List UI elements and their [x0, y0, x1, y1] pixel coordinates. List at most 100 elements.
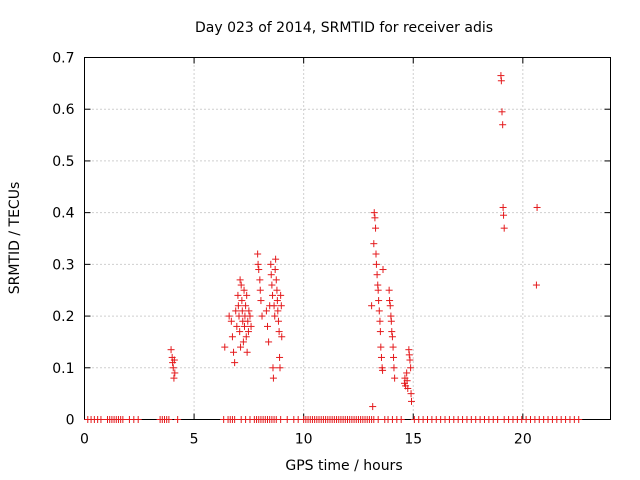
x-tick-label: 0 [80, 432, 89, 448]
data-point [267, 271, 275, 279]
data-point [231, 359, 239, 367]
data-point [254, 260, 262, 268]
data-point [277, 302, 285, 310]
x-tick-label: 20 [514, 432, 532, 448]
plot-frame [84, 57, 611, 420]
data-point [97, 416, 105, 423]
data-point [407, 397, 415, 405]
data-point [238, 307, 246, 315]
data-point [271, 312, 279, 320]
y-tick-label: 0.6 [52, 102, 74, 118]
y-tick-label: 0.2 [52, 309, 74, 325]
data-point [497, 77, 505, 85]
data-point [385, 286, 393, 294]
data-point [273, 297, 281, 305]
data-point [267, 260, 275, 268]
data-point [386, 302, 394, 310]
data-point [500, 224, 508, 232]
data-point [370, 209, 378, 217]
data-point [372, 260, 380, 268]
data-point [272, 276, 280, 284]
data-point [269, 364, 277, 372]
data-point [234, 302, 242, 310]
data-point [257, 297, 265, 305]
data-point [405, 351, 413, 359]
axis-ticks [84, 57, 611, 420]
data-point [372, 224, 380, 232]
chart-title: Day 023 of 2014, SRMTID for receiver adi… [195, 20, 493, 36]
data-point [237, 343, 245, 351]
y-tick-label: 0.4 [52, 206, 74, 222]
data-point [174, 416, 182, 423]
x-tick-labels: 0 5 10 15 20 [80, 432, 532, 448]
data-point [276, 364, 284, 372]
data-point [397, 416, 405, 423]
data-point [387, 317, 395, 325]
data-point [278, 333, 286, 341]
y-tick-label: 0.7 [52, 51, 74, 67]
data-point [255, 266, 263, 274]
data-point [230, 348, 238, 356]
data-point [407, 390, 415, 398]
data-point [235, 312, 243, 320]
data-point [388, 328, 396, 336]
data-point [236, 276, 244, 284]
data-point [242, 333, 250, 341]
data-point [232, 307, 240, 315]
data-point [171, 369, 179, 377]
data-point [273, 286, 281, 294]
data-point [239, 338, 247, 346]
data-point [245, 307, 253, 315]
data-point [227, 317, 235, 325]
data-point [256, 276, 264, 284]
data-point [389, 343, 397, 351]
data-point [499, 203, 507, 211]
data-point [238, 297, 246, 305]
data-point [221, 343, 229, 351]
data-point [498, 108, 506, 116]
x-tick-label: 15 [404, 432, 422, 448]
x-axis-label: GPS time / hours [285, 458, 402, 474]
data-point [494, 416, 502, 423]
data-point [403, 369, 411, 377]
data-point [228, 333, 236, 341]
data-point [375, 307, 383, 315]
data-point [254, 250, 262, 258]
data-point [532, 281, 540, 289]
data-point [269, 374, 277, 382]
data-point [275, 328, 283, 336]
data-point [403, 377, 411, 385]
y-tick-label: 0.3 [52, 257, 74, 273]
data-point [500, 211, 508, 219]
data-point [377, 353, 385, 361]
data-point [371, 214, 379, 222]
data-point [170, 374, 178, 382]
data-point [233, 322, 241, 330]
data-point [272, 255, 280, 263]
data-point [376, 328, 384, 336]
data-point [575, 416, 583, 423]
data-point [386, 297, 394, 305]
data-point [243, 348, 251, 356]
data-point [264, 322, 272, 330]
data-point [377, 343, 385, 351]
data-point [119, 416, 127, 423]
data-point [390, 353, 398, 361]
data-point [374, 416, 382, 423]
grid-lines [84, 57, 611, 420]
data-point [376, 317, 384, 325]
data-point [234, 291, 242, 299]
data-point [242, 302, 250, 310]
data-point [231, 416, 239, 423]
data-point [283, 416, 291, 423]
data-point [271, 266, 279, 274]
data-point [258, 312, 266, 320]
data-point [169, 364, 177, 372]
y-tick-label: 0.5 [52, 154, 74, 170]
data-point [276, 353, 284, 361]
data-point [274, 317, 282, 325]
data-point [374, 286, 382, 294]
data-point [379, 366, 387, 374]
data-point [277, 291, 285, 299]
data-point [170, 356, 178, 364]
